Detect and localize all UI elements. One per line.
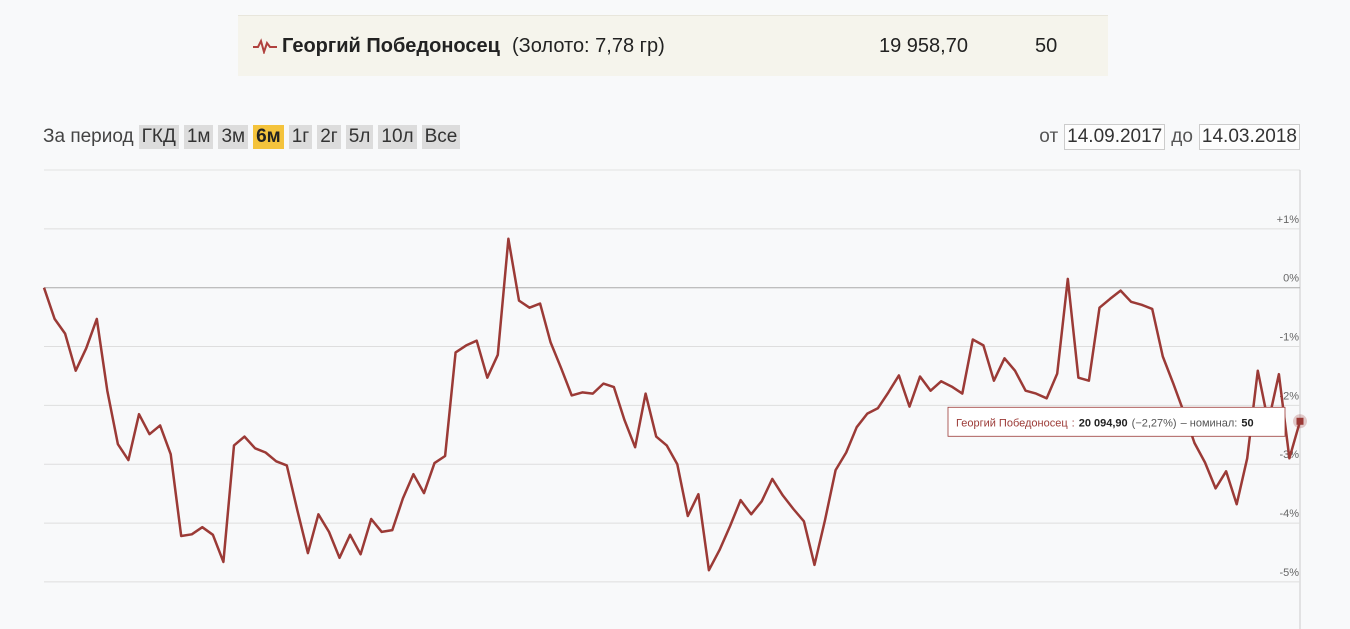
tooltip: Георгий Победоносец:20 094,90 (−2,27%) – н… xyxy=(947,406,1307,437)
pulse-icon xyxy=(253,38,277,54)
period-button[interactable]: 3м xyxy=(218,125,249,149)
period-label: За период xyxy=(43,126,134,147)
from-label: от xyxy=(1039,126,1059,147)
tooltip-separator: : xyxy=(1072,417,1075,429)
tooltip-name: Георгий Победоносец xyxy=(956,417,1068,429)
period-button[interactable]: ГКД xyxy=(138,125,179,149)
y-tick-label: +1% xyxy=(1277,214,1300,226)
y-tick-label: -4% xyxy=(1279,508,1299,520)
period-button[interactable]: 2г xyxy=(317,125,341,149)
period-selector: За период ГКД 1м 3м 6м 1г 2г 5л 10л Все xyxy=(43,124,461,150)
coin-price: 19 958,70 xyxy=(879,35,968,57)
period-button[interactable]: 5л xyxy=(345,125,374,149)
tooltip-change: (−2,27%) xyxy=(1132,417,1177,429)
tooltip-nominal: 50 xyxy=(1241,417,1253,429)
y-tick-label: -2% xyxy=(1279,390,1299,402)
coin-nominal: 50 xyxy=(1035,35,1058,57)
marker xyxy=(1296,417,1304,425)
coin-name: Георгий Победоносец xyxy=(282,35,500,57)
date-range: от 14.09.2017 до 14.03.2018 xyxy=(1039,124,1300,150)
tooltip-price: 20 094,90 xyxy=(1079,417,1128,429)
y-tick-label: -1% xyxy=(1279,332,1299,344)
tooltip-text: Георгий Победоносец:20 094,90 (−2,27%) – н… xyxy=(956,417,1254,429)
period-button[interactable]: 1м xyxy=(183,125,214,149)
period-button[interactable]: Все xyxy=(421,125,461,149)
to-date[interactable]: 14.03.2018 xyxy=(1198,124,1300,150)
coin-detail: (Золото: 7,78 гр) xyxy=(512,35,665,57)
y-tick-label: -5% xyxy=(1279,567,1299,579)
to-label: до xyxy=(1171,126,1193,147)
from-date[interactable]: 14.09.2017 xyxy=(1064,124,1166,150)
period-button[interactable]: 6м xyxy=(253,125,284,149)
period-button[interactable]: 10л xyxy=(378,125,417,149)
line xyxy=(42,237,1302,572)
y-tick-label: 0% xyxy=(1283,273,1299,285)
period-button[interactable]: 1г xyxy=(288,125,313,149)
coin-row[interactable]: Георгий Победоносец (Золото: 7,78 гр) 19… xyxy=(238,15,1108,76)
tooltip-nominal-label: – номинал: xyxy=(1181,417,1238,429)
tooltip-box xyxy=(947,406,1286,437)
